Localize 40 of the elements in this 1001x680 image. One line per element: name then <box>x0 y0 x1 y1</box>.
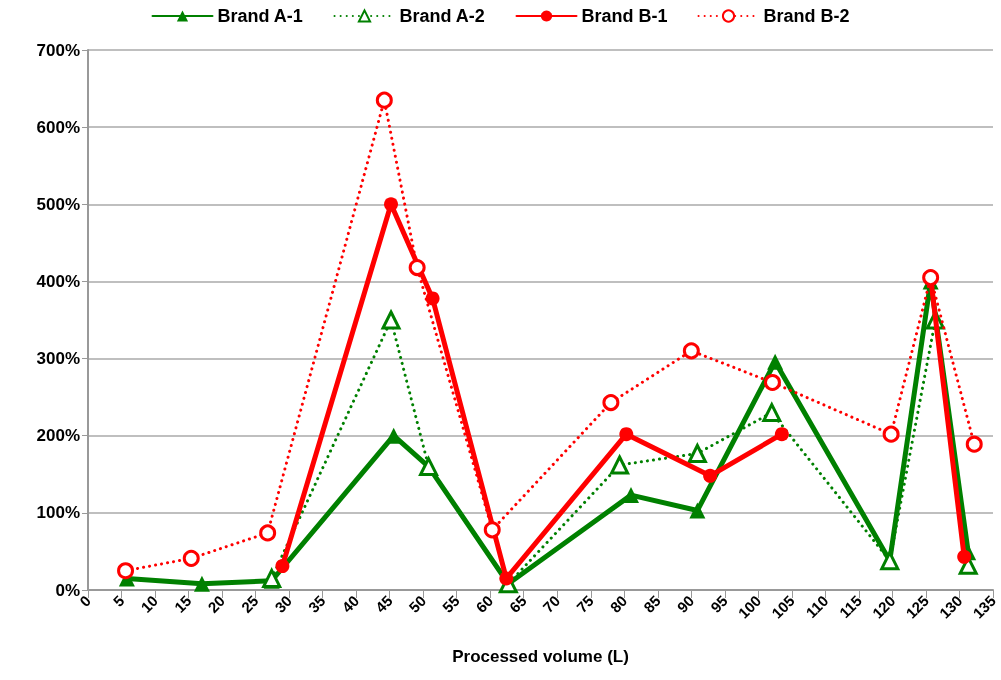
x-tick-label: 70 <box>539 591 564 616</box>
x-tick-label: 80 <box>606 591 631 616</box>
y-tick-label: 200% <box>36 426 80 446</box>
y-tick-label: 100% <box>36 503 80 523</box>
legend-label: Brand B-1 <box>581 6 668 26</box>
x-tick-label: 30 <box>271 591 296 616</box>
x-tick-label: 20 <box>204 591 229 616</box>
x-tick-label: 135 <box>969 591 1000 622</box>
y-tick-label: 0% <box>55 580 80 600</box>
x-tick-label: 40 <box>338 591 363 616</box>
y-tick-label: 600% <box>36 117 80 137</box>
y-tick-label: 500% <box>36 194 80 214</box>
x-tick-label: 45 <box>371 591 396 616</box>
y-tick-label: 400% <box>36 271 80 291</box>
x-tick-label: 100 <box>734 591 765 622</box>
legend-label: Brand B-2 <box>763 6 850 26</box>
y-tick-label: 700% <box>36 40 80 60</box>
x-tick-label: 60 <box>472 591 497 616</box>
x-tick-label: 125 <box>902 591 932 622</box>
x-tick-label: 105 <box>768 591 798 622</box>
x-tick-label: 35 <box>304 591 329 616</box>
x-tick-label: 65 <box>505 591 530 616</box>
x-tick-label: 25 <box>237 591 262 616</box>
legend-label: Brand A-2 <box>399 6 485 26</box>
x-tick-label: 110 <box>802 591 832 622</box>
x-tick-label: 90 <box>673 591 698 616</box>
x-tick-label: 130 <box>935 591 966 622</box>
x-tick-label: 95 <box>707 591 731 616</box>
x-tick-label: 120 <box>868 591 899 622</box>
x-tick-label: 55 <box>438 591 463 616</box>
x-tick-label: 5 <box>109 591 128 610</box>
x-tick-label: 75 <box>572 591 597 616</box>
x-tick-label: 50 <box>405 591 430 616</box>
x-tick-label: 15 <box>170 591 195 616</box>
y-tick-label: 300% <box>36 349 80 369</box>
x-axis-title: Processed volume (L) <box>452 647 629 666</box>
legend-label: Brand A-1 <box>217 6 303 26</box>
x-tick-label: 10 <box>137 591 162 616</box>
x-tick-label: 85 <box>640 591 664 616</box>
x-tick-label: 115 <box>835 591 865 622</box>
